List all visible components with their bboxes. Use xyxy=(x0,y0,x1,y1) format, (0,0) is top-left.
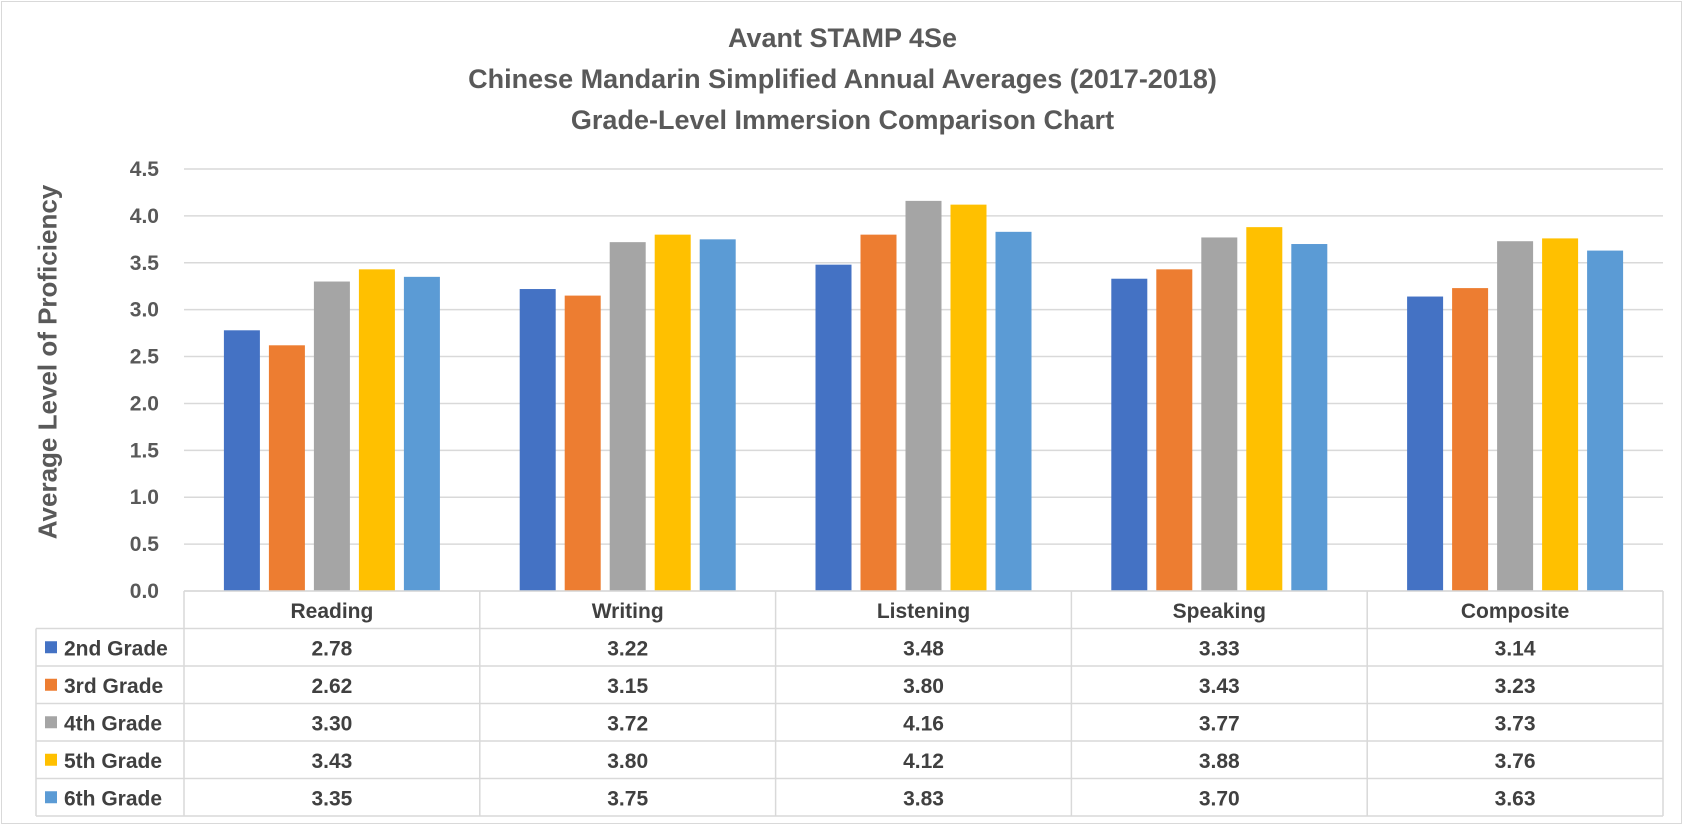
legend-series-name: 3rd Grade xyxy=(64,675,163,698)
y-tick-label: 3.5 xyxy=(130,252,160,275)
data-table-value: 4.16 xyxy=(903,712,944,735)
bar-2nd-grade-writing xyxy=(519,289,556,591)
legend-series-name: 6th Grade xyxy=(64,787,162,810)
data-table-value: 3.80 xyxy=(903,675,944,698)
data-table-value: 3.22 xyxy=(607,637,648,660)
data-table-value: 2.78 xyxy=(311,637,352,660)
bar-2nd-grade-listening xyxy=(815,264,852,591)
bar-5th-grade-composite xyxy=(1542,238,1579,591)
y-tick-label: 3.0 xyxy=(130,299,159,322)
x-category-label: Writing xyxy=(592,600,664,623)
data-table-value: 3.83 xyxy=(903,787,944,810)
bar-4th-grade-writing xyxy=(609,242,646,591)
legend-swatch xyxy=(45,753,57,766)
data-table-value: 3.80 xyxy=(607,750,648,773)
data-table-value: 3.48 xyxy=(903,637,944,660)
bar-3rd-grade-reading xyxy=(268,345,305,591)
bar-4th-grade-listening xyxy=(905,200,942,591)
bar-2nd-grade-speaking xyxy=(1111,278,1148,591)
y-tick-label: 0.5 xyxy=(130,533,160,556)
data-table-value: 3.77 xyxy=(1199,712,1240,735)
data-table-value: 3.33 xyxy=(1199,637,1240,660)
y-tick-label: 1.5 xyxy=(130,439,160,462)
data-table-value: 3.70 xyxy=(1199,787,1240,810)
data-table-value: 3.15 xyxy=(607,675,648,698)
y-tick-label: 4.0 xyxy=(130,205,159,228)
bar-3rd-grade-composite xyxy=(1452,288,1489,591)
bar-4th-grade-reading xyxy=(313,281,350,591)
bar-4th-grade-speaking xyxy=(1201,237,1238,592)
bar-6th-grade-composite xyxy=(1587,250,1624,591)
chart-title: Avant STAMP 4Se Chinese Mandarin Simplif… xyxy=(0,18,1685,141)
y-tick-label: 1.0 xyxy=(130,486,159,509)
data-table-value: 3.73 xyxy=(1495,712,1536,735)
data-table-value: 4.12 xyxy=(903,750,944,773)
data-table-value: 3.75 xyxy=(607,787,648,810)
data-table-value: 3.88 xyxy=(1199,750,1240,773)
bar-3rd-grade-listening xyxy=(860,234,897,591)
data-table-value: 2.62 xyxy=(311,675,352,698)
data-table: Reading Writing Listening Speaking Composite… xyxy=(35,590,1664,817)
bar-6th-grade-speaking xyxy=(1291,244,1328,591)
bar-5th-grade-listening xyxy=(950,204,987,591)
bar-3rd-grade-writing xyxy=(564,295,601,591)
data-table-value: 3.76 xyxy=(1495,750,1536,773)
data-table-value: 3.30 xyxy=(311,712,352,735)
data-table-value: 3.43 xyxy=(1199,675,1240,698)
legend-swatch xyxy=(45,716,57,729)
data-table-value: 3.14 xyxy=(1495,637,1536,660)
bar-6th-grade-reading xyxy=(403,276,440,591)
bar-5th-grade-reading xyxy=(358,269,395,591)
bar-2nd-grade-composite xyxy=(1407,296,1444,591)
bar-5th-grade-writing xyxy=(654,234,691,591)
x-category-label: Reading xyxy=(290,600,373,623)
bar-6th-grade-writing xyxy=(699,239,736,592)
x-category-label: Speaking xyxy=(1173,600,1266,623)
bar-6th-grade-listening xyxy=(995,231,1032,591)
legend-swatch xyxy=(45,791,57,804)
bars xyxy=(223,200,1624,592)
y-axis-ticks: 0.0 0.5 1.0 1.5 2.0 2.5 3.0 3.5 4.0 4.5 xyxy=(130,158,160,603)
chart-title-line-2: Chinese Mandarin Simplified Annual Avera… xyxy=(468,64,1217,94)
bar-5th-grade-speaking xyxy=(1246,227,1283,592)
x-category-label: Composite xyxy=(1461,600,1570,623)
chart-title-line-1: Avant STAMP 4Se xyxy=(727,23,958,53)
x-category-label: Listening xyxy=(877,600,970,623)
y-tick-label: 2.0 xyxy=(130,392,159,415)
y-tick-label: 2.5 xyxy=(130,346,160,369)
bar-3rd-grade-speaking xyxy=(1156,269,1193,591)
bar-4th-grade-composite xyxy=(1497,241,1534,591)
legend-series-name: 4th Grade xyxy=(64,712,162,735)
data-table-value: 3.63 xyxy=(1495,787,1536,810)
legend-swatch xyxy=(45,678,57,691)
legend-series-name: 2nd Grade xyxy=(64,637,168,660)
chart-title-line-3: Grade-Level Immersion Comparison Chart xyxy=(570,105,1115,135)
data-table-value: 3.43 xyxy=(311,750,352,773)
legend-series-name: 5th Grade xyxy=(64,750,162,773)
bar-2nd-grade-reading xyxy=(223,330,260,591)
data-table-value: 3.35 xyxy=(311,787,352,810)
data-table-value: 3.72 xyxy=(607,712,648,735)
legend-swatch xyxy=(45,641,57,654)
data-table-value: 3.23 xyxy=(1495,675,1536,698)
y-tick-label: 4.5 xyxy=(130,158,160,181)
y-tick-label: 0.0 xyxy=(130,580,159,603)
